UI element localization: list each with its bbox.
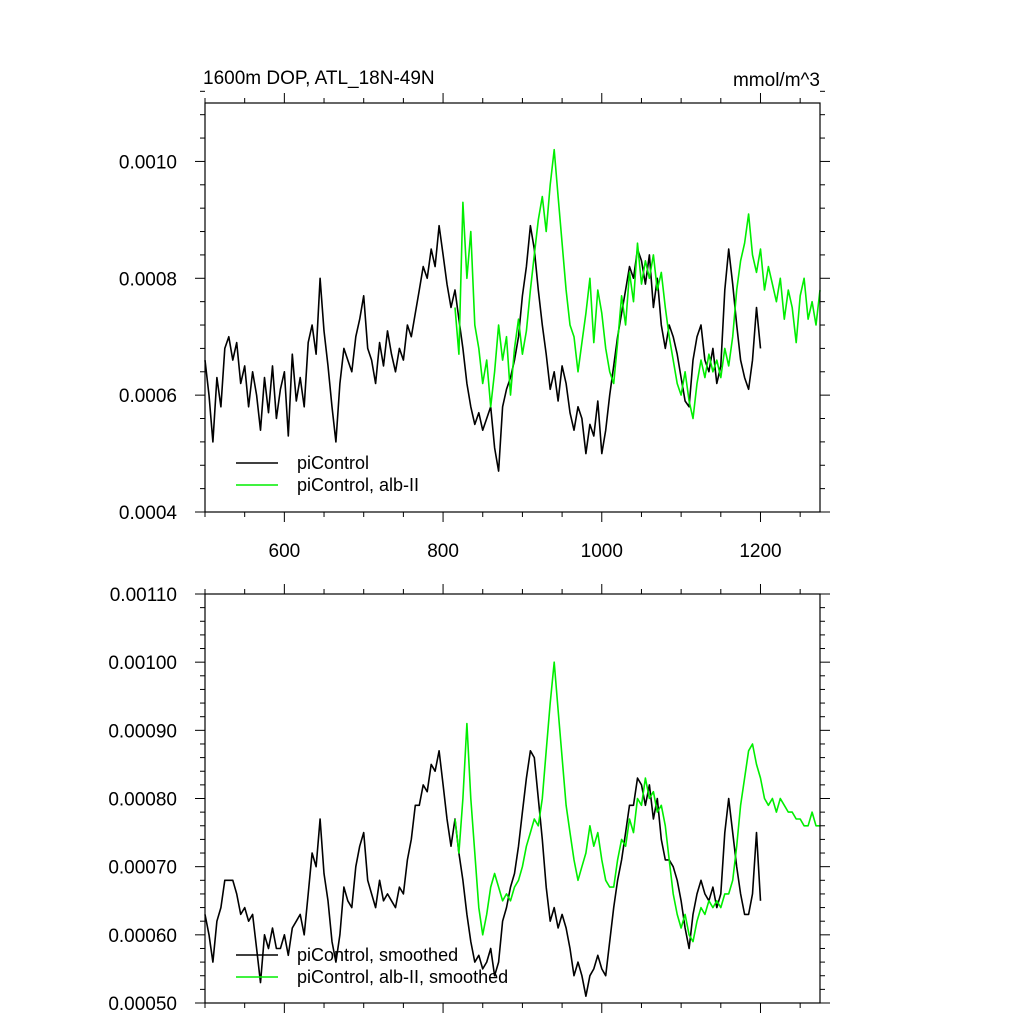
series-line-0 [204,224,762,472]
raw-panel: 600 800 1000 1200 0.0004 0.0006 0.0008 0.0010 pi… [119,90,830,562]
y-tick-label: 0.0006 [119,386,177,407]
smoothed-panel: 0.00050 0.00060 0.00070 0.00080 0.00090 0.001… [108,584,830,1015]
series-line-1 [454,148,821,420]
y-tick-label: 0.00090 [108,721,177,742]
y-tick-label: 0.00050 [108,994,177,1015]
plot-frame [204,102,821,513]
legend-label-1: piControl, alb-II, smoothed [297,967,508,987]
x-tick-label: 800 [427,541,459,562]
y-tick-label: 0.0004 [119,503,178,524]
y-tick-label: 0.0010 [119,152,177,173]
series-line-1 [454,661,820,943]
y-tick-label: 0.00110 [110,585,177,606]
y-tick-label: 0.0008 [119,269,177,290]
legend-label-0: piControl, smoothed [297,945,458,965]
series-line-0 [204,750,762,997]
x-tick-label: 600 [269,541,301,562]
units-label: mmol/m^3 [733,70,820,91]
x-tick-label: 1000 [581,541,623,562]
y-tick-label: 0.00100 [108,653,177,674]
y-tick-label: 0.00060 [108,926,177,947]
x-tick-label: 1200 [739,541,781,562]
y-tick-label: 0.00070 [108,858,177,879]
y-tick-label: 0.00080 [108,790,177,811]
legend-label-0: piControl [297,453,369,473]
chart-title: 1600m DOP, ATL_18N-49N [203,68,435,89]
plot-frame [204,593,821,1004]
legend-label-1: piControl, alb-II [297,475,419,495]
